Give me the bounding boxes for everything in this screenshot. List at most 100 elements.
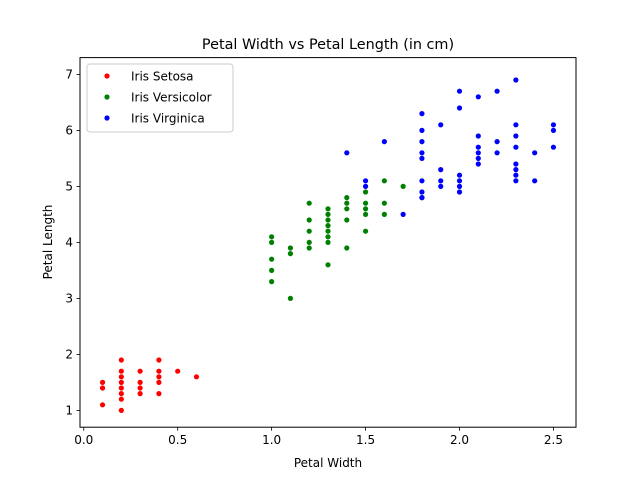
data-point (99, 402, 106, 408)
data-point (362, 183, 369, 189)
x-tick-label: 1.5 (356, 433, 375, 447)
legend-marker (104, 115, 110, 121)
plot-frame (79, 57, 577, 428)
data-point (362, 178, 369, 184)
x-tick-label: 1.0 (262, 433, 281, 447)
y-tick-label: 1 (65, 404, 73, 418)
data-point (325, 211, 331, 217)
data-point (419, 150, 425, 156)
x-tick-label: 0.0 (74, 433, 93, 447)
data-point (419, 111, 425, 117)
data-point (325, 206, 331, 212)
data-point (532, 178, 538, 184)
data-point (532, 150, 538, 156)
y-tick-label: 7 (65, 68, 73, 82)
data-point (156, 374, 162, 380)
data-point (325, 228, 331, 234)
x-axis-label: Petal Width (294, 456, 362, 470)
x-tick-label: 2.5 (544, 433, 563, 447)
data-point (456, 88, 463, 94)
data-point (118, 368, 124, 374)
data-point (344, 217, 350, 223)
data-point (325, 217, 331, 223)
data-point (156, 391, 162, 397)
data-point (419, 139, 425, 145)
data-point (494, 139, 500, 145)
x-tick-label: 2.0 (450, 433, 469, 447)
data-point (99, 379, 106, 385)
y-tick-label: 5 (65, 180, 73, 194)
data-point (118, 379, 124, 385)
data-point (269, 239, 275, 245)
data-point (550, 127, 557, 133)
data-point (438, 122, 444, 128)
data-point (175, 368, 181, 374)
legend-label: Iris Versicolor (131, 90, 212, 104)
data-point (419, 155, 425, 161)
y-tick-label: 3 (65, 292, 73, 306)
data-point (193, 374, 200, 380)
data-point (362, 200, 369, 206)
data-point (494, 150, 500, 156)
data-point (137, 368, 143, 374)
data-point (156, 357, 162, 363)
data-point (362, 189, 369, 195)
data-point (306, 228, 312, 234)
legend-box (86, 63, 234, 133)
data-point (456, 183, 463, 189)
data-point (419, 195, 425, 201)
data-point (475, 150, 481, 156)
points-layer (99, 77, 557, 413)
data-point (287, 245, 294, 251)
data-point (306, 239, 312, 245)
data-point (400, 183, 406, 189)
data-point (381, 200, 387, 206)
data-point (325, 239, 331, 245)
data-point (306, 217, 312, 223)
data-point (306, 245, 312, 251)
data-point (325, 223, 331, 229)
data-point (269, 267, 275, 273)
data-point (513, 122, 519, 128)
data-point (513, 178, 519, 184)
data-point (118, 396, 124, 402)
data-point (400, 211, 406, 217)
data-point (344, 206, 350, 212)
data-point (137, 379, 143, 385)
legend-marker (104, 73, 110, 79)
legend-label: Iris Virginica (131, 111, 205, 125)
data-point (513, 77, 519, 83)
legend-label: Iris Setosa (131, 69, 194, 83)
data-point (456, 172, 463, 178)
data-point (344, 200, 350, 206)
data-point (325, 262, 331, 268)
data-point (362, 228, 369, 234)
data-point (118, 374, 124, 380)
data-point (381, 211, 387, 217)
data-point (475, 144, 481, 150)
data-point (118, 407, 124, 413)
data-point (456, 105, 463, 111)
data-point (269, 234, 275, 240)
x-tick-label: 0.5 (168, 433, 187, 447)
legend: Iris Setosa Iris Versicolor Iris Virginica (86, 63, 234, 133)
data-point (475, 94, 481, 100)
data-point (419, 127, 425, 133)
data-point (438, 178, 444, 184)
chart-title: Petal Width vs Petal Length (in cm) (202, 37, 454, 53)
data-point (344, 195, 350, 201)
y-tick-label: 4 (65, 236, 73, 250)
data-point (118, 357, 124, 363)
data-point (287, 295, 294, 301)
data-point (137, 385, 143, 391)
data-point (438, 167, 444, 173)
data-point (513, 144, 519, 150)
data-point (419, 178, 425, 184)
y-tick-label: 2 (65, 348, 73, 362)
data-point (381, 178, 387, 184)
data-point (269, 256, 275, 262)
data-point (381, 139, 387, 145)
data-point (513, 161, 519, 167)
data-point (306, 200, 312, 206)
